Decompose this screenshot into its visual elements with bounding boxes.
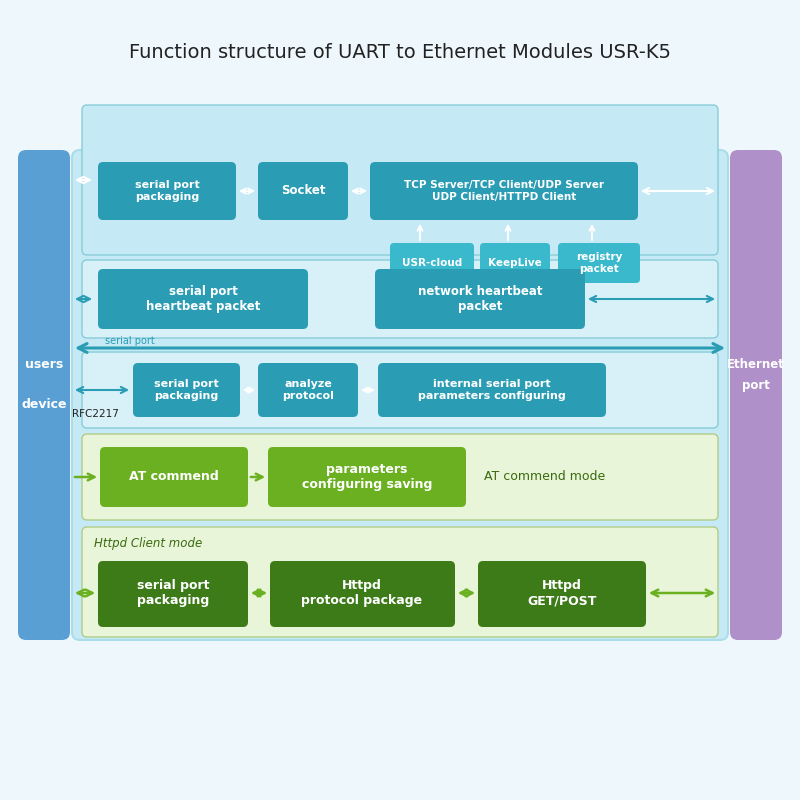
Text: USR-cloud: USR-cloud bbox=[402, 258, 462, 268]
Text: serial port
heartbeat packet: serial port heartbeat packet bbox=[146, 285, 260, 313]
Text: serial port
packaging: serial port packaging bbox=[137, 579, 210, 607]
FancyBboxPatch shape bbox=[100, 447, 248, 507]
FancyBboxPatch shape bbox=[82, 260, 718, 338]
Text: Httpd Client mode: Httpd Client mode bbox=[94, 537, 202, 550]
FancyBboxPatch shape bbox=[82, 352, 718, 428]
FancyBboxPatch shape bbox=[375, 269, 585, 329]
Text: internal serial port
parameters configuring: internal serial port parameters configur… bbox=[418, 379, 566, 401]
FancyBboxPatch shape bbox=[258, 363, 358, 417]
Text: Httpd
GET/POST: Httpd GET/POST bbox=[527, 579, 597, 607]
Text: KeepLive: KeepLive bbox=[488, 258, 542, 268]
Text: Ethernet: Ethernet bbox=[727, 358, 785, 371]
FancyBboxPatch shape bbox=[18, 150, 70, 640]
Text: registry
packet: registry packet bbox=[576, 252, 622, 274]
Text: TCP Server/TCP Client/UDP Server
UDP Client/HTTPD Client: TCP Server/TCP Client/UDP Server UDP Cli… bbox=[404, 180, 604, 202]
FancyBboxPatch shape bbox=[82, 527, 718, 637]
Text: users: users bbox=[25, 358, 63, 371]
Text: serial port
packaging: serial port packaging bbox=[134, 180, 199, 202]
FancyBboxPatch shape bbox=[478, 561, 646, 627]
FancyBboxPatch shape bbox=[72, 150, 728, 640]
FancyBboxPatch shape bbox=[98, 269, 308, 329]
FancyBboxPatch shape bbox=[390, 243, 474, 283]
Text: network heartbeat
packet: network heartbeat packet bbox=[418, 285, 542, 313]
FancyBboxPatch shape bbox=[480, 243, 550, 283]
Text: Socket: Socket bbox=[281, 185, 326, 198]
Text: AT commend mode: AT commend mode bbox=[484, 470, 606, 483]
Text: parameters
configuring saving: parameters configuring saving bbox=[302, 463, 432, 491]
FancyBboxPatch shape bbox=[558, 243, 640, 283]
FancyBboxPatch shape bbox=[82, 105, 718, 255]
FancyBboxPatch shape bbox=[730, 150, 782, 640]
FancyBboxPatch shape bbox=[82, 434, 718, 520]
FancyBboxPatch shape bbox=[378, 363, 606, 417]
Text: device: device bbox=[22, 398, 66, 411]
Text: Function structure of UART to Ethernet Modules USR-K5: Function structure of UART to Ethernet M… bbox=[129, 42, 671, 62]
FancyBboxPatch shape bbox=[98, 162, 236, 220]
Text: serial port
packaging: serial port packaging bbox=[154, 379, 218, 401]
Text: port: port bbox=[742, 378, 770, 391]
FancyBboxPatch shape bbox=[98, 561, 248, 627]
Text: RFC2217: RFC2217 bbox=[71, 409, 118, 419]
Text: analyze
protocol: analyze protocol bbox=[282, 379, 334, 401]
Text: serial port: serial port bbox=[105, 336, 155, 346]
Text: Httpd
protocol package: Httpd protocol package bbox=[302, 579, 422, 607]
FancyBboxPatch shape bbox=[133, 363, 240, 417]
FancyBboxPatch shape bbox=[270, 561, 455, 627]
FancyBboxPatch shape bbox=[370, 162, 638, 220]
FancyBboxPatch shape bbox=[268, 447, 466, 507]
FancyBboxPatch shape bbox=[258, 162, 348, 220]
Text: AT commend: AT commend bbox=[129, 470, 219, 483]
